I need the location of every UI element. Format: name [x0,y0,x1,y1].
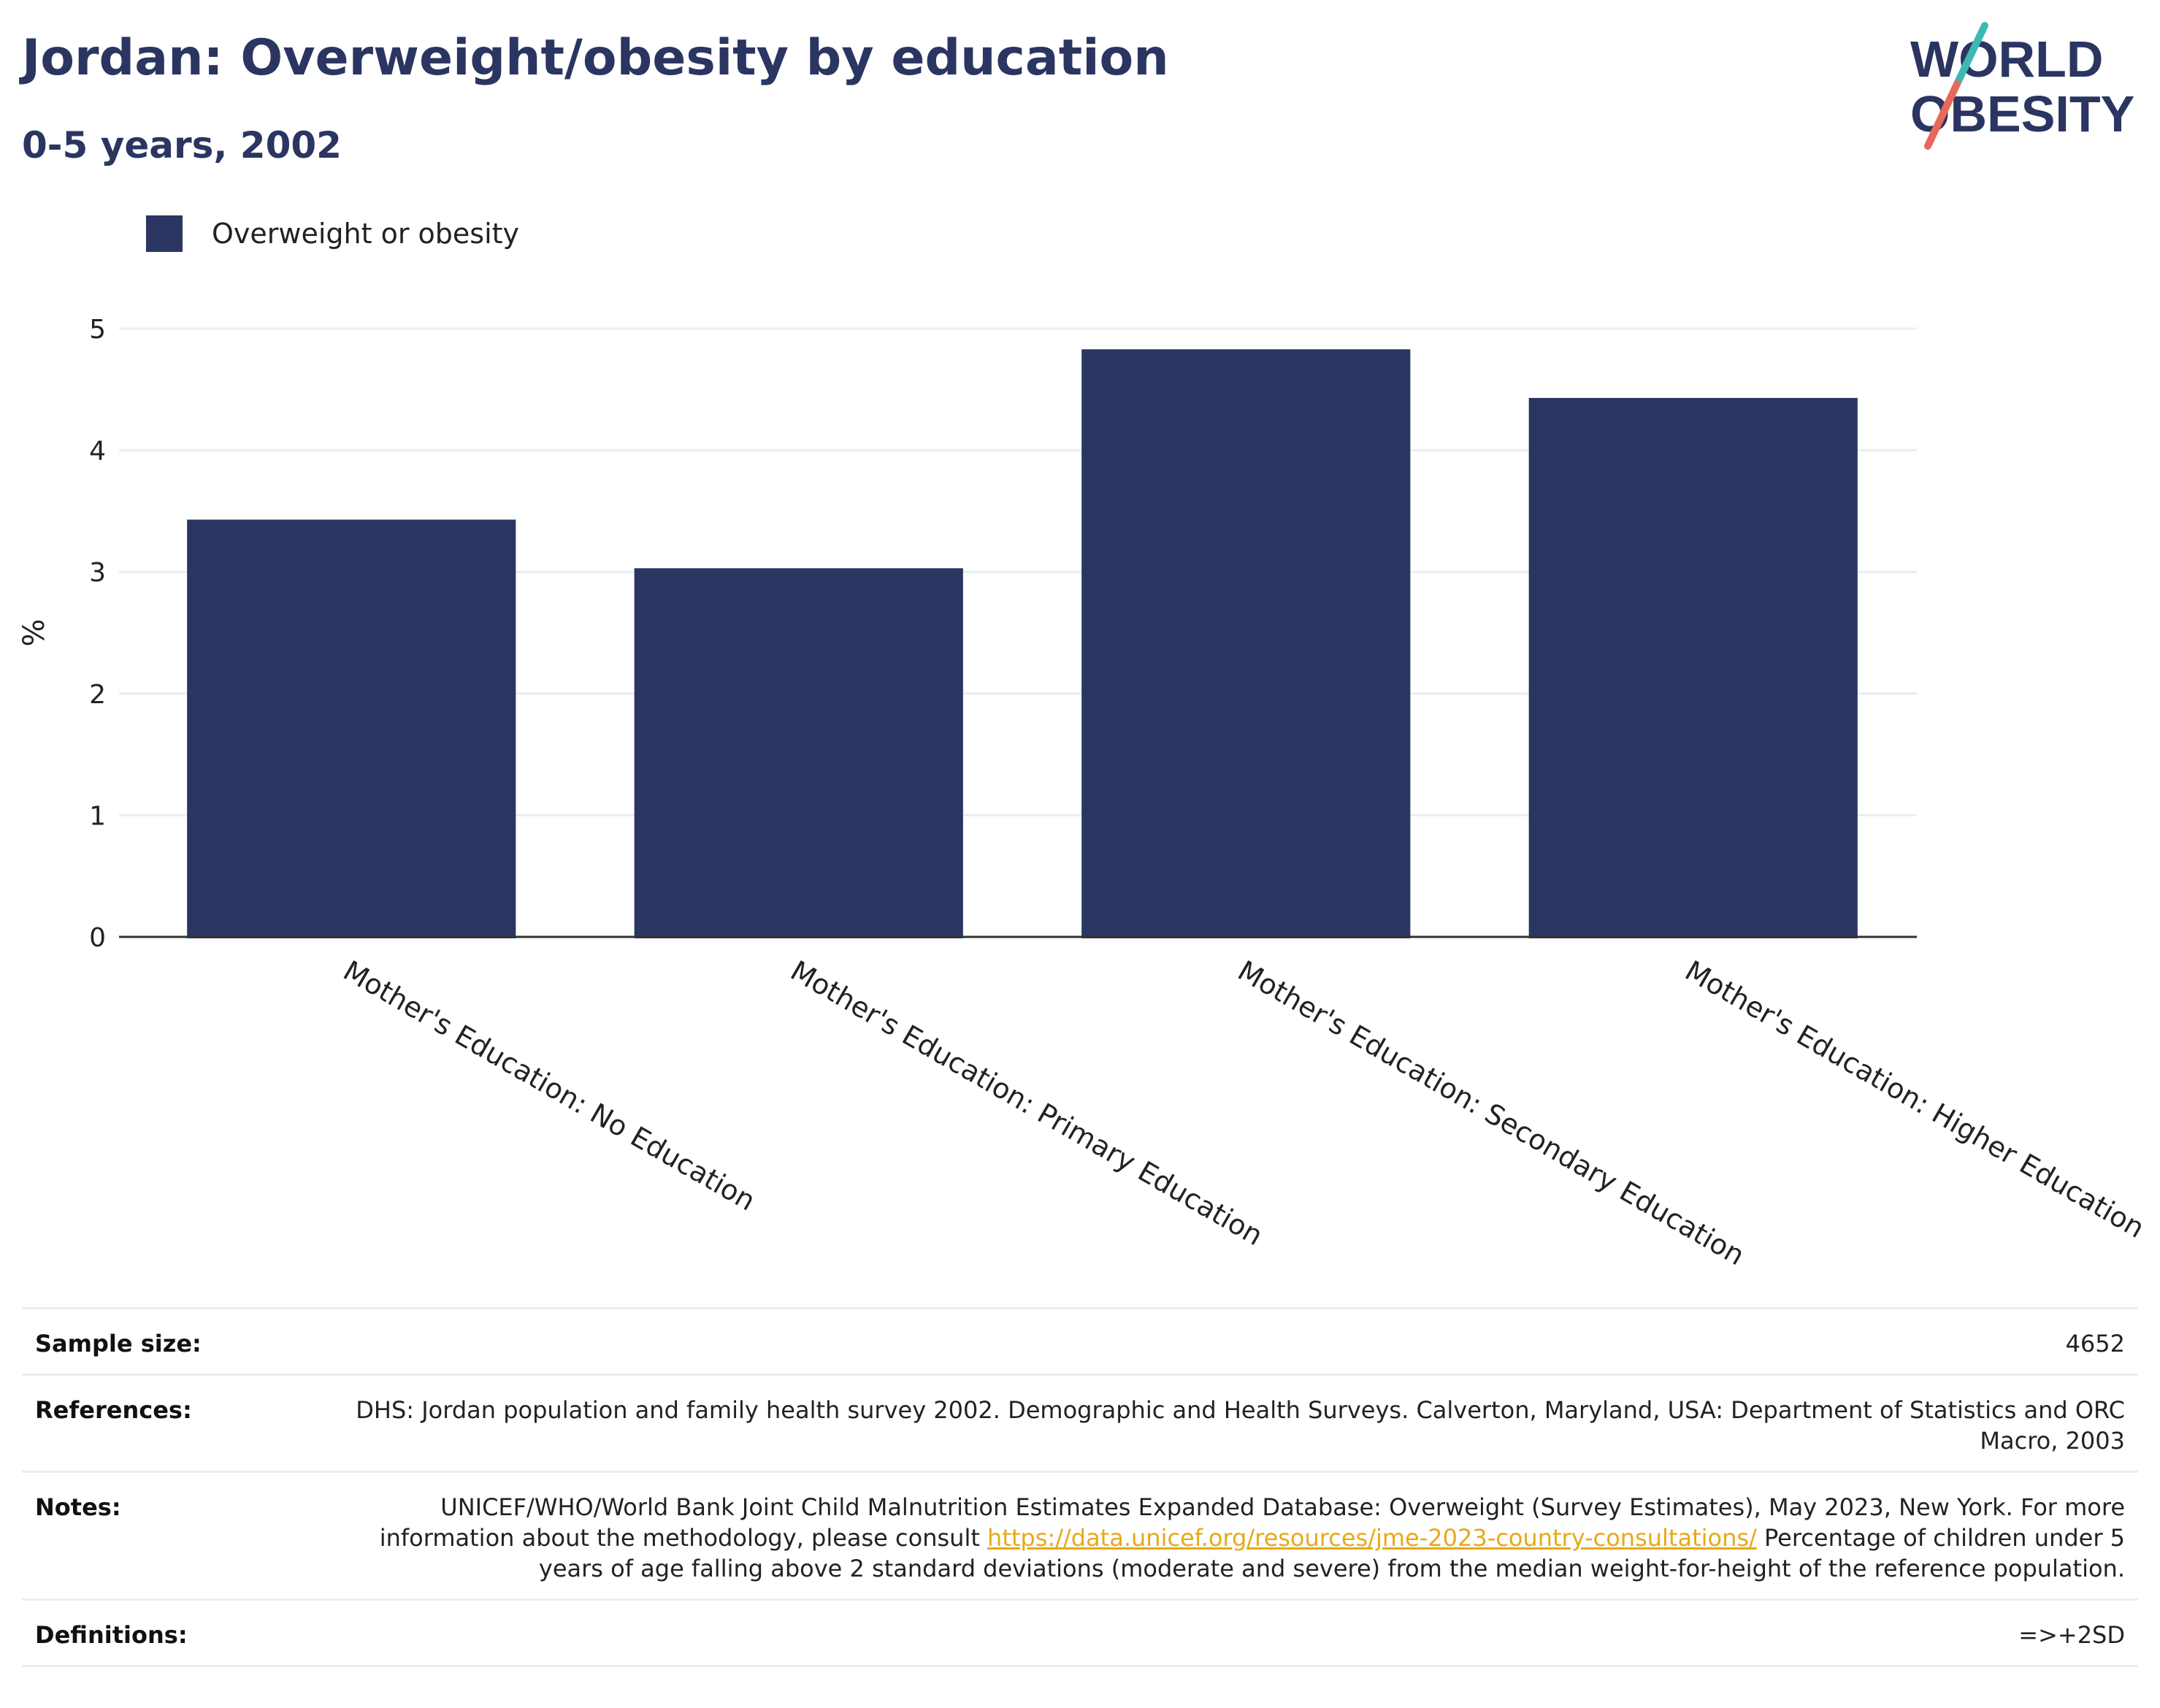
x-tick-label: Mother's Education: Primary Education [785,954,1268,1252]
methodology-link[interactable]: https://data.unicef.org/resources/jme-20… [987,1524,1757,1552]
definitions-label: Definitions: [35,1621,188,1649]
notes-definition-text: Percentage of children under 5 years of … [538,1524,2125,1582]
notes-text: UNICEF/WHO/World Bank Joint Child Malnut… [379,1493,2125,1552]
bar [1528,397,1858,938]
y-tick-label: 1 [89,801,106,831]
y-tick-label: 4 [89,437,106,467]
chart-legend: Overweight or obesity [146,215,519,252]
sample-size-row: Sample size: 4652 [22,1309,2138,1376]
chart-subtitle: 0-5 years, 2002 [22,124,342,166]
y-tick-label: 0 [89,923,106,953]
definitions-value: =>+2SD [2018,1621,2125,1649]
bar [634,568,963,938]
bar [1081,349,1411,938]
x-tick-label: Mother's Education: Secondary Education [1233,954,1750,1272]
references-label: References: [35,1396,192,1424]
bar [187,519,516,938]
svg-text:OBESITY: OBESITY [1910,85,2134,142]
notes-row: Notes: UNICEF/WHO/World Bank Joint Child… [22,1473,2138,1601]
chart-title: Jordan: Overweight/obesity by education [22,29,1169,87]
sample-size-label: Sample size: [35,1330,202,1357]
sample-size-value: 4652 [2065,1330,2125,1357]
references-row: References: DHS: Jordan population and f… [22,1376,2138,1473]
notes-value: UNICEF/WHO/World Bank Joint Child Malnut… [327,1492,2125,1584]
y-tick-label: 2 [89,680,106,710]
legend-label: Overweight or obesity [212,218,520,250]
info-table: Sample size: 4652 References: DHS: Jorda… [22,1307,2138,1667]
legend-swatch [146,215,183,252]
x-tick-label: Mother's Education: No Education [338,954,761,1217]
definitions-row: Definitions: =>+2SD [22,1601,2138,1667]
y-tick-label: 5 [89,315,106,345]
world-obesity-logo: WORLD OBESITY [1910,22,2134,150]
notes-label: Notes: [35,1493,121,1521]
y-axis-label: % [18,619,51,646]
references-value: DHS: Jordan population and family health… [356,1396,2125,1455]
svg-text:WORLD: WORLD [1910,31,2103,88]
x-tick-label: Mother's Education: Higher Education [1680,954,2150,1244]
y-tick-label: 3 [89,558,106,588]
